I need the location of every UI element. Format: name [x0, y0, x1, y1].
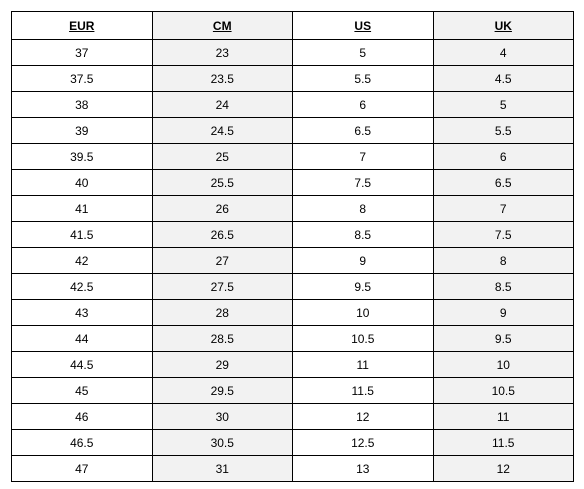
cell-cm: 27 — [151, 247, 293, 274]
cell-us: 5.5 — [292, 65, 434, 92]
cell-cm: 24 — [151, 91, 293, 118]
cell-eur: 39.5 — [11, 143, 153, 170]
header-row: EUR CM US UK — [11, 11, 574, 40]
cell-eur: 43 — [11, 299, 153, 326]
cell-us: 10.5 — [292, 325, 434, 352]
cell-us: 5 — [292, 39, 434, 66]
cell-cm: 25 — [151, 143, 293, 170]
table-row: 38 24 6 5 — [11, 91, 574, 118]
cell-us: 12.5 — [292, 429, 434, 456]
cell-uk: 4 — [432, 39, 574, 66]
cell-eur: 42 — [11, 247, 153, 274]
cell-cm: 29.5 — [151, 377, 293, 404]
cell-us: 11 — [292, 351, 434, 378]
cell-us: 8 — [292, 195, 434, 222]
table-row: 46.5 30.5 12.5 11.5 — [11, 429, 574, 456]
cell-uk: 8.5 — [432, 273, 574, 300]
cell-cm: 23.5 — [151, 65, 293, 92]
cell-cm: 30 — [151, 403, 293, 430]
cell-eur: 42.5 — [11, 273, 153, 300]
table-row: 37 23 5 4 — [11, 39, 574, 66]
cell-cm: 30.5 — [151, 429, 293, 456]
table-row: 44.5 29 11 10 — [11, 351, 574, 378]
table-row: 42 27 9 8 — [11, 247, 574, 274]
cell-eur: 37 — [11, 39, 153, 66]
cell-uk: 11.5 — [432, 429, 574, 456]
header-cm: CM — [151, 11, 293, 40]
cell-eur: 41 — [11, 195, 153, 222]
table-row: 41.5 26.5 8.5 7.5 — [11, 221, 574, 248]
cell-us: 7 — [292, 143, 434, 170]
cell-uk: 6 — [432, 143, 574, 170]
cell-uk: 5.5 — [432, 117, 574, 144]
cell-eur: 44 — [11, 325, 153, 352]
cell-cm: 31 — [151, 455, 293, 482]
cell-uk: 4.5 — [432, 65, 574, 92]
cell-uk: 12 — [432, 455, 574, 482]
cell-uk: 10 — [432, 351, 574, 378]
table-row: 39 24.5 6.5 5.5 — [11, 117, 574, 144]
cell-cm: 26.5 — [151, 221, 293, 248]
cell-us: 6.5 — [292, 117, 434, 144]
cell-eur: 38 — [11, 91, 153, 118]
cell-uk: 9.5 — [432, 325, 574, 352]
cell-cm: 23 — [151, 39, 293, 66]
cell-uk: 9 — [432, 299, 574, 326]
cell-uk: 7 — [432, 195, 574, 222]
cell-uk: 5 — [432, 91, 574, 118]
table-row: 46 30 12 11 — [11, 403, 574, 430]
table-row: 42.5 27.5 9.5 8.5 — [11, 273, 574, 300]
cell-cm: 28 — [151, 299, 293, 326]
cell-cm: 26 — [151, 195, 293, 222]
cell-us: 10 — [292, 299, 434, 326]
cell-uk: 7.5 — [432, 221, 574, 248]
header-us: US — [292, 11, 434, 40]
cell-cm: 29 — [151, 351, 293, 378]
table-row: 39.5 25 7 6 — [11, 143, 574, 170]
cell-cm: 27.5 — [151, 273, 293, 300]
cell-uk: 10.5 — [432, 377, 574, 404]
table-row: 44 28.5 10.5 9.5 — [11, 325, 574, 352]
cell-us: 13 — [292, 455, 434, 482]
cell-eur: 40 — [11, 169, 153, 196]
table-row: 41 26 8 7 — [11, 195, 574, 222]
table-row: 40 25.5 7.5 6.5 — [11, 169, 574, 196]
cell-us: 9 — [292, 247, 434, 274]
cell-eur: 47 — [11, 455, 153, 482]
cell-eur: 41.5 — [11, 221, 153, 248]
size-conversion-table: EUR CM US UK 37 23 5 4 37.5 23.5 5.5 4.5 38 24 6 5 3… — [11, 11, 574, 482]
cell-eur: 44.5 — [11, 351, 153, 378]
cell-eur: 46 — [11, 403, 153, 430]
table-body: 37 23 5 4 37.5 23.5 5.5 4.5 38 24 6 5 39 24.5 6.5 5.5 39… — [11, 39, 574, 482]
header-uk: UK — [432, 11, 574, 40]
cell-us: 8.5 — [292, 221, 434, 248]
cell-us: 12 — [292, 403, 434, 430]
cell-cm: 25.5 — [151, 169, 293, 196]
cell-uk: 11 — [432, 403, 574, 430]
table-row: 45 29.5 11.5 10.5 — [11, 377, 574, 404]
header-eur: EUR — [11, 11, 153, 40]
cell-uk: 6.5 — [432, 169, 574, 196]
cell-us: 9.5 — [292, 273, 434, 300]
cell-eur: 46.5 — [11, 429, 153, 456]
cell-eur: 39 — [11, 117, 153, 144]
cell-cm: 24.5 — [151, 117, 293, 144]
table-row: 37.5 23.5 5.5 4.5 — [11, 65, 574, 92]
cell-cm: 28.5 — [151, 325, 293, 352]
cell-us: 11.5 — [292, 377, 434, 404]
table-row: 47 31 13 12 — [11, 455, 574, 482]
cell-us: 7.5 — [292, 169, 434, 196]
table-row: 43 28 10 9 — [11, 299, 574, 326]
cell-us: 6 — [292, 91, 434, 118]
cell-uk: 8 — [432, 247, 574, 274]
cell-eur: 45 — [11, 377, 153, 404]
cell-eur: 37.5 — [11, 65, 153, 92]
